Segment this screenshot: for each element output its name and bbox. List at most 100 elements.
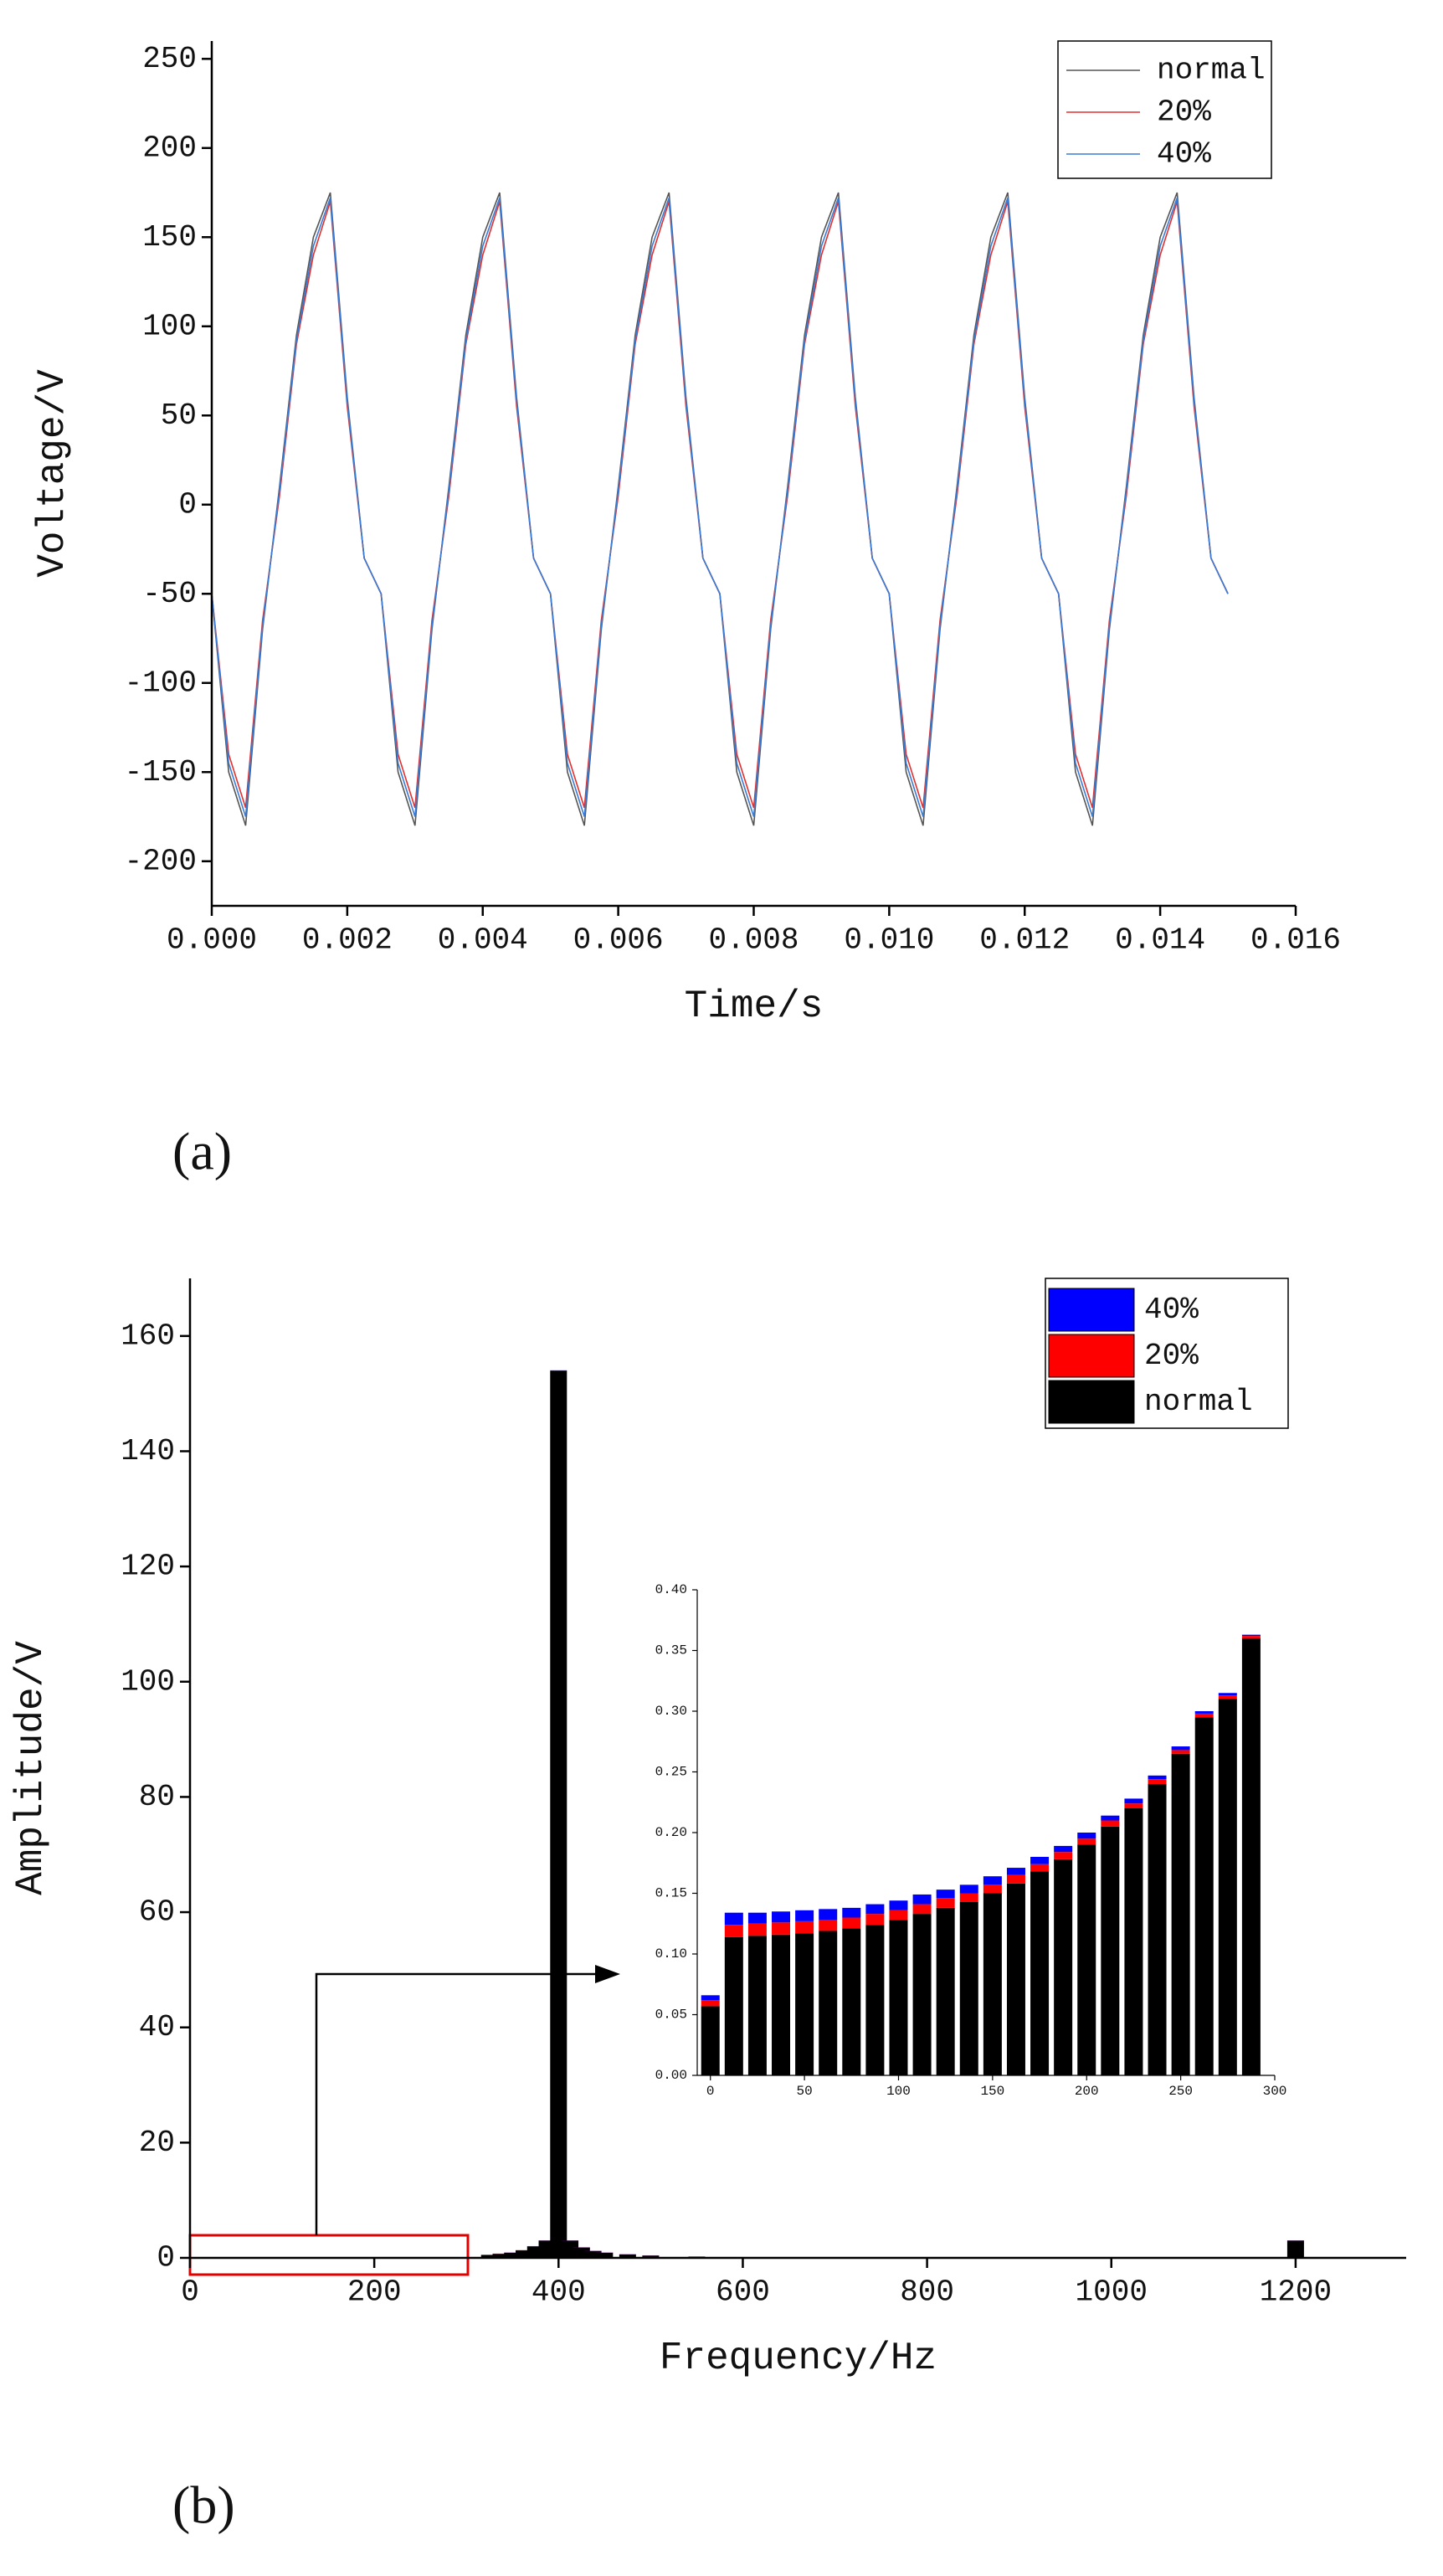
legend-label: 40% — [1157, 137, 1211, 172]
bar-segment — [795, 1920, 814, 1934]
bar-segment — [1124, 1803, 1143, 1808]
bar-segment — [842, 1928, 861, 2075]
bar-segment — [1194, 1711, 1214, 1714]
bar-segment — [819, 1920, 838, 1931]
legend-swatch — [1048, 1334, 1135, 1378]
bar-segment — [701, 1995, 720, 2001]
x-tick-label: 1200 — [1260, 2275, 1332, 2309]
y-tick-label: 0.25 — [655, 1765, 687, 1780]
x-tick-label: 150 — [980, 2084, 1004, 2099]
x-axis-label: Frequency/Hz — [660, 2337, 937, 2380]
line-series — [211, 201, 1229, 809]
bar-segment — [1054, 1845, 1073, 1853]
bar-segment — [1006, 1883, 1025, 2075]
bar-segment — [1171, 1750, 1190, 1754]
y-tick-label: 120 — [121, 1550, 175, 1584]
y-tick-label: 100 — [142, 309, 197, 343]
y-tick-label: 50 — [161, 398, 197, 433]
bar-segment — [724, 1925, 743, 1937]
arrow-head — [595, 1965, 620, 1983]
bar-segment — [1030, 1871, 1050, 2075]
bar-segment — [1124, 1808, 1143, 2075]
y-tick-label: 100 — [121, 1664, 175, 1699]
legend-label: normal — [1157, 54, 1266, 88]
y-tick-label: 0.15 — [655, 1886, 687, 1901]
bar-segment — [747, 1912, 767, 1924]
x-tick-label: 50 — [797, 2084, 813, 2099]
line-series — [211, 192, 1229, 826]
x-tick-label: 300 — [1263, 2084, 1287, 2099]
y-tick-label: 250 — [142, 42, 197, 76]
x-tick-label: 0.010 — [844, 923, 934, 957]
legend-box — [1057, 40, 1272, 179]
x-tick-label: 0.006 — [573, 923, 664, 957]
y-tick-label: -200 — [125, 844, 197, 878]
y-tick-label: -150 — [125, 755, 197, 789]
bar-segment — [772, 1911, 791, 1923]
bar-segment — [701, 2006, 720, 2075]
bar-segment — [550, 1370, 567, 2258]
bar-segment — [1124, 1798, 1143, 1804]
x-tick-label: 400 — [531, 2275, 586, 2309]
bar-segment — [1241, 1634, 1261, 1637]
y-tick-label: 0.40 — [655, 1582, 687, 1597]
bar-segment — [504, 2252, 521, 2258]
legend-swatch — [1048, 1380, 1135, 1424]
bar-segment — [842, 1907, 861, 1918]
bar-segment — [642, 2255, 660, 2258]
y-tick-label: 0 — [178, 487, 197, 522]
bar-segment — [1148, 1784, 1167, 2075]
y-tick-label: 0.30 — [655, 1704, 687, 1719]
bar-segment — [584, 2250, 602, 2258]
x-tick-label: 200 — [347, 2275, 402, 2309]
y-tick-label: 0.10 — [655, 1946, 687, 1962]
bar-segment — [1171, 1746, 1190, 1751]
x-tick-label: 200 — [1075, 2084, 1099, 2099]
bar-segment — [1241, 1638, 1261, 2075]
bar-segment — [936, 1907, 955, 2075]
bar-segment — [1148, 1779, 1167, 1784]
x-tick-label: 250 — [1168, 2084, 1193, 2099]
bar-segment — [747, 1936, 767, 2075]
bar-segment — [936, 1898, 955, 1908]
bar-segment — [1006, 1874, 1025, 1884]
bar-segment — [865, 1914, 885, 1926]
x-axis-label: Time/s — [685, 985, 824, 1028]
bar-segment — [747, 1923, 767, 1936]
y-tick-label: 40 — [139, 2010, 175, 2044]
y-tick-label: 200 — [142, 131, 197, 165]
bar-segment — [724, 1936, 743, 2075]
bar-segment — [1054, 1859, 1073, 2075]
bar-segment — [889, 1910, 908, 1920]
bar-segment — [959, 1893, 978, 1902]
bar-segment — [1218, 1699, 1237, 2075]
y-tick-label: 0.05 — [655, 2008, 687, 2023]
bar-segment — [480, 2255, 498, 2258]
bar-segment — [983, 1884, 1002, 1894]
bar-segment — [724, 1912, 743, 1926]
bar-segment — [1030, 1864, 1050, 1872]
x-tick-label: 0.002 — [302, 923, 393, 957]
bar-segment — [772, 1922, 791, 1935]
bar-segment — [516, 2250, 533, 2258]
legend-swatch — [1048, 1288, 1135, 1332]
bar-segment — [865, 1904, 885, 1915]
y-tick-label: 150 — [142, 220, 197, 255]
bar-segment — [889, 1900, 908, 1910]
y-tick-label: 0 — [157, 2241, 175, 2275]
y-tick-label: 0.20 — [655, 1825, 687, 1840]
x-tick-label: 0.016 — [1250, 923, 1341, 957]
x-tick-label: 0.014 — [1115, 923, 1205, 957]
x-tick-label: 0 — [706, 2084, 715, 2099]
legend-label: normal — [1144, 1385, 1253, 1419]
bar-segment — [959, 1901, 978, 2075]
bar-segment — [1101, 1826, 1120, 2075]
bar-segment — [912, 1914, 932, 2075]
bar-segment — [795, 1933, 814, 2075]
y-tick-label: -100 — [125, 666, 197, 700]
zoom-box — [188, 2234, 470, 2276]
x-tick-label: 0 — [181, 2275, 199, 2309]
legend-label: 20% — [1144, 1339, 1199, 1373]
bar-segment — [1218, 1693, 1237, 1696]
